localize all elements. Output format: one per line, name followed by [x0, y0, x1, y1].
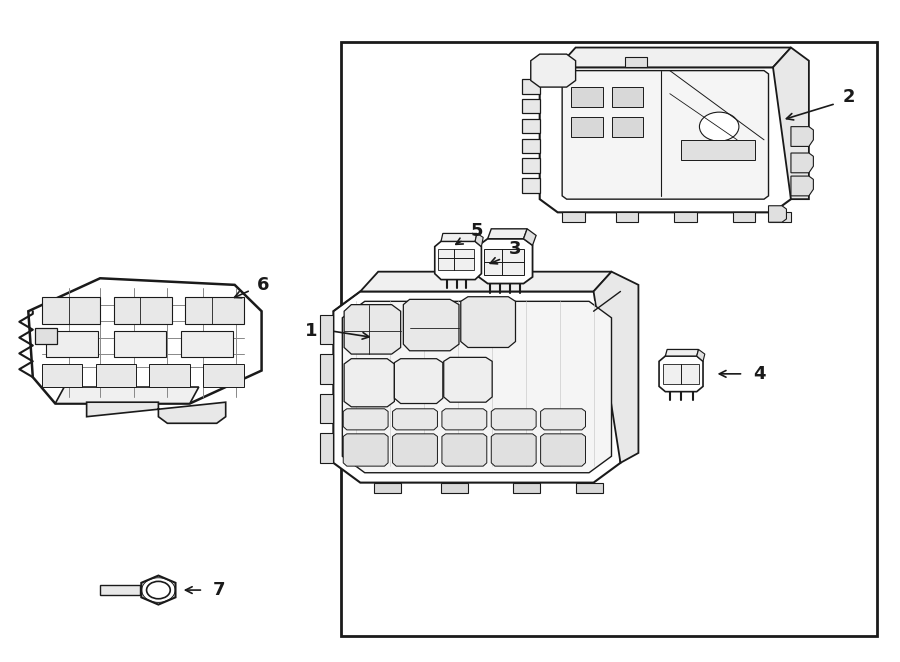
Polygon shape — [611, 87, 643, 107]
Polygon shape — [491, 434, 536, 466]
Polygon shape — [320, 354, 333, 384]
Polygon shape — [541, 434, 586, 466]
Text: 6: 6 — [257, 276, 270, 294]
Text: 2: 2 — [843, 88, 856, 106]
Polygon shape — [522, 99, 540, 113]
Polygon shape — [733, 213, 755, 222]
Polygon shape — [320, 314, 333, 344]
Polygon shape — [531, 54, 576, 87]
Polygon shape — [95, 364, 136, 387]
Polygon shape — [524, 229, 536, 246]
Polygon shape — [665, 350, 698, 356]
Polygon shape — [773, 48, 809, 199]
Polygon shape — [540, 68, 791, 213]
Polygon shape — [769, 213, 791, 222]
Polygon shape — [522, 79, 540, 94]
Polygon shape — [441, 234, 477, 242]
Polygon shape — [41, 364, 82, 387]
Polygon shape — [403, 299, 459, 351]
Text: 1: 1 — [305, 322, 317, 340]
Polygon shape — [360, 271, 611, 291]
Polygon shape — [522, 118, 540, 133]
Polygon shape — [394, 359, 443, 404]
Polygon shape — [674, 213, 697, 222]
Polygon shape — [625, 58, 647, 68]
Polygon shape — [149, 364, 190, 387]
Polygon shape — [662, 364, 699, 384]
Circle shape — [147, 581, 170, 598]
Polygon shape — [100, 585, 140, 594]
Polygon shape — [475, 234, 483, 247]
Polygon shape — [461, 297, 516, 348]
Polygon shape — [791, 176, 814, 196]
Polygon shape — [181, 331, 233, 357]
Polygon shape — [791, 126, 814, 146]
Polygon shape — [522, 178, 540, 193]
Polygon shape — [441, 483, 468, 493]
Text: 3: 3 — [509, 240, 522, 258]
Polygon shape — [572, 117, 602, 136]
Polygon shape — [333, 291, 620, 483]
Polygon shape — [203, 364, 244, 387]
Polygon shape — [320, 433, 333, 463]
Polygon shape — [791, 153, 814, 173]
Polygon shape — [558, 48, 791, 68]
Polygon shape — [541, 409, 586, 430]
Polygon shape — [513, 483, 540, 493]
Polygon shape — [113, 331, 166, 357]
Polygon shape — [484, 249, 524, 275]
Polygon shape — [444, 357, 492, 402]
Polygon shape — [522, 158, 540, 173]
Polygon shape — [392, 434, 437, 466]
Polygon shape — [28, 278, 262, 404]
Circle shape — [699, 112, 739, 141]
Polygon shape — [343, 409, 388, 430]
Polygon shape — [769, 206, 787, 222]
Polygon shape — [344, 305, 400, 354]
Polygon shape — [611, 117, 643, 136]
Polygon shape — [435, 242, 482, 279]
Polygon shape — [343, 434, 388, 466]
Text: 7: 7 — [212, 581, 225, 599]
Polygon shape — [522, 138, 540, 153]
Text: 4: 4 — [753, 365, 766, 383]
Polygon shape — [594, 271, 638, 463]
Polygon shape — [35, 328, 57, 344]
Polygon shape — [659, 356, 703, 392]
Polygon shape — [46, 331, 98, 357]
Polygon shape — [113, 297, 172, 324]
Bar — [340, 42, 878, 636]
Polygon shape — [697, 350, 705, 361]
Polygon shape — [562, 213, 585, 222]
Text: 5: 5 — [471, 222, 483, 240]
Polygon shape — [342, 301, 611, 473]
Polygon shape — [438, 249, 474, 270]
Polygon shape — [616, 213, 638, 222]
Polygon shape — [374, 483, 400, 493]
Polygon shape — [442, 434, 487, 466]
Polygon shape — [572, 87, 602, 107]
Polygon shape — [479, 239, 533, 283]
Polygon shape — [488, 229, 527, 239]
Polygon shape — [55, 387, 199, 404]
Polygon shape — [576, 483, 602, 493]
Polygon shape — [681, 140, 755, 160]
Polygon shape — [562, 71, 769, 199]
Polygon shape — [442, 409, 487, 430]
Polygon shape — [185, 297, 244, 324]
Polygon shape — [392, 409, 437, 430]
Polygon shape — [41, 297, 100, 324]
Polygon shape — [491, 409, 536, 430]
Polygon shape — [86, 402, 226, 423]
Polygon shape — [320, 394, 333, 423]
Polygon shape — [344, 359, 394, 407]
Polygon shape — [141, 575, 176, 604]
